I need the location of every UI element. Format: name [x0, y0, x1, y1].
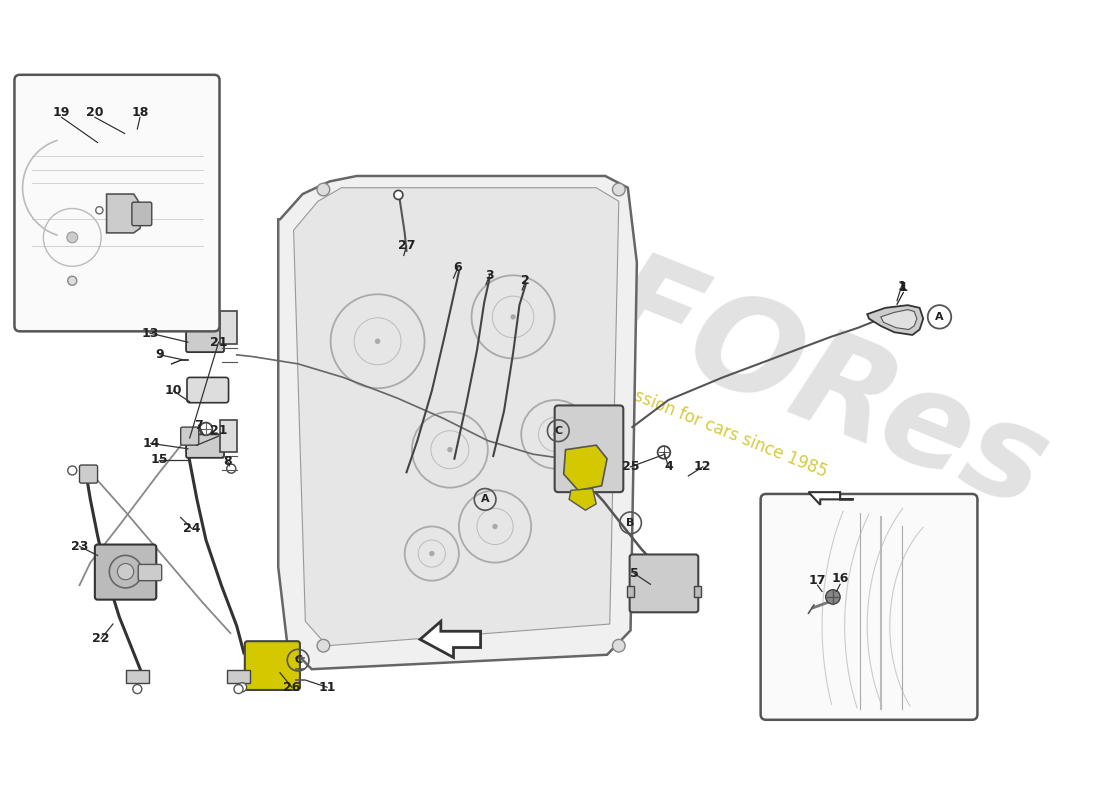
- Text: euFORes: euFORes: [416, 174, 1066, 535]
- FancyBboxPatch shape: [245, 641, 300, 690]
- FancyBboxPatch shape: [227, 670, 250, 682]
- Circle shape: [199, 422, 212, 435]
- Text: A: A: [481, 494, 490, 504]
- Text: 14: 14: [142, 437, 160, 450]
- Circle shape: [826, 590, 840, 604]
- Text: 24: 24: [183, 522, 200, 534]
- Polygon shape: [563, 445, 607, 490]
- FancyBboxPatch shape: [629, 554, 698, 612]
- Circle shape: [96, 206, 103, 214]
- Polygon shape: [867, 305, 923, 335]
- FancyBboxPatch shape: [125, 670, 150, 682]
- FancyBboxPatch shape: [760, 494, 978, 720]
- Text: C: C: [294, 655, 302, 665]
- Text: 19: 19: [53, 106, 70, 119]
- Polygon shape: [808, 492, 854, 505]
- Text: 12: 12: [694, 460, 712, 474]
- Circle shape: [448, 447, 452, 452]
- Text: 5: 5: [630, 567, 638, 580]
- FancyBboxPatch shape: [186, 434, 224, 458]
- Circle shape: [658, 446, 670, 458]
- Circle shape: [429, 551, 434, 556]
- Text: 8: 8: [223, 455, 232, 468]
- Circle shape: [394, 190, 403, 199]
- Circle shape: [227, 464, 235, 473]
- Circle shape: [68, 466, 77, 475]
- FancyBboxPatch shape: [627, 586, 635, 597]
- Text: 11: 11: [318, 681, 336, 694]
- FancyBboxPatch shape: [554, 406, 624, 492]
- Text: 17: 17: [808, 574, 826, 587]
- Circle shape: [510, 314, 516, 320]
- Polygon shape: [107, 194, 143, 233]
- Text: 10: 10: [165, 385, 183, 398]
- Circle shape: [68, 276, 77, 286]
- Text: 13: 13: [141, 326, 158, 340]
- Text: 26: 26: [283, 681, 300, 694]
- Polygon shape: [420, 622, 481, 658]
- Circle shape: [238, 682, 246, 692]
- Text: 20: 20: [86, 106, 103, 119]
- Text: 7: 7: [195, 418, 204, 432]
- Polygon shape: [881, 310, 917, 330]
- FancyBboxPatch shape: [694, 586, 701, 597]
- Text: 1: 1: [899, 282, 907, 294]
- Circle shape: [613, 639, 625, 652]
- Text: 3: 3: [485, 269, 494, 282]
- FancyBboxPatch shape: [180, 427, 199, 445]
- FancyBboxPatch shape: [95, 545, 156, 600]
- Circle shape: [553, 432, 559, 437]
- Text: 22: 22: [92, 632, 110, 645]
- Text: 1: 1: [898, 280, 906, 293]
- Text: 16: 16: [832, 572, 849, 586]
- Polygon shape: [569, 489, 596, 510]
- FancyBboxPatch shape: [186, 329, 224, 352]
- Circle shape: [67, 232, 78, 243]
- Text: 2: 2: [521, 274, 530, 287]
- Text: 9: 9: [155, 348, 164, 362]
- Polygon shape: [294, 188, 619, 646]
- Polygon shape: [278, 176, 637, 670]
- Text: 18: 18: [131, 106, 149, 119]
- Text: 23: 23: [70, 540, 88, 553]
- Circle shape: [234, 685, 243, 694]
- Text: 21: 21: [210, 336, 228, 349]
- Text: 25: 25: [621, 460, 639, 474]
- FancyBboxPatch shape: [14, 74, 220, 331]
- Text: 4: 4: [664, 460, 673, 474]
- Text: C: C: [554, 426, 562, 436]
- Circle shape: [613, 183, 625, 196]
- Circle shape: [133, 685, 142, 694]
- Circle shape: [317, 639, 330, 652]
- Text: 27: 27: [398, 239, 416, 252]
- FancyBboxPatch shape: [79, 465, 98, 483]
- FancyBboxPatch shape: [220, 311, 236, 344]
- Text: 15: 15: [151, 453, 167, 466]
- Circle shape: [493, 524, 497, 529]
- Text: a passion for cars since 1985: a passion for cars since 1985: [597, 374, 829, 481]
- FancyBboxPatch shape: [220, 420, 236, 452]
- Circle shape: [375, 338, 381, 344]
- Text: 6: 6: [453, 261, 462, 274]
- Circle shape: [317, 183, 330, 196]
- Text: 21: 21: [210, 424, 228, 438]
- FancyBboxPatch shape: [187, 378, 229, 402]
- FancyBboxPatch shape: [132, 202, 152, 226]
- Text: B: B: [626, 518, 635, 528]
- Text: A: A: [935, 312, 944, 322]
- FancyBboxPatch shape: [139, 565, 162, 581]
- Circle shape: [118, 563, 134, 580]
